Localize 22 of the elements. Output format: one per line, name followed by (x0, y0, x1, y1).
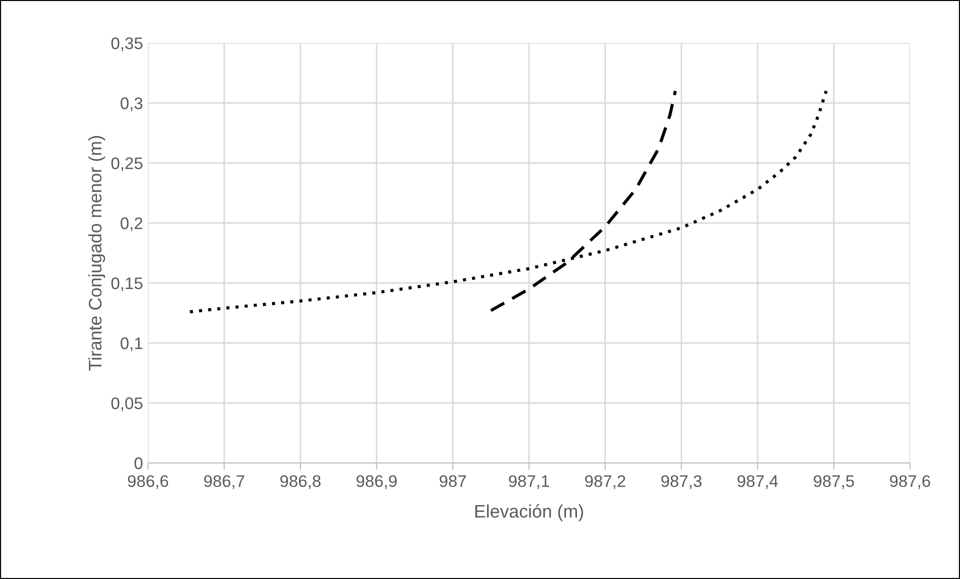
x-tick-label: 987 (440, 475, 466, 488)
x-tick-label: 987,3 (661, 475, 702, 490)
y-tick-label: 0,15 (111, 277, 142, 292)
x-axis-title: Elevación (m) (475, 504, 584, 522)
y-tick-label: 0,2 (120, 217, 142, 232)
y-tick-label: 0,1 (120, 337, 142, 352)
x-tick-label: 987,6 (890, 475, 930, 490)
x-tick-label: 987,2 (585, 475, 626, 490)
x-tick-label: 986,7 (204, 475, 244, 490)
x-tick-label: 987,1 (508, 475, 550, 490)
y-tick-label: 0,3 (120, 97, 142, 112)
x-tick-label: 987,4 (738, 475, 778, 490)
x-tick-label: 986,9 (356, 475, 397, 490)
y-tick-label: 0 (134, 457, 142, 470)
x-tick-label: 986,6 (128, 475, 168, 490)
x-tick-label: 987,5 (814, 475, 854, 490)
y-tick-label: 0,25 (111, 157, 142, 172)
y-tick-label: 0,35 (111, 37, 142, 52)
line-series (188, 89, 828, 314)
x-tick-label: 986,8 (280, 475, 321, 490)
y-tick-label: 0,05 (111, 397, 142, 412)
y-axis-title: Tirante Conjugado menor (m) (88, 136, 106, 371)
